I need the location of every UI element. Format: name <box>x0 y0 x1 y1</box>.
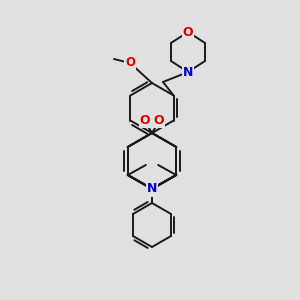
Text: O: O <box>140 114 150 128</box>
Text: O: O <box>125 56 135 70</box>
Text: N: N <box>147 182 157 196</box>
Text: N: N <box>183 65 193 79</box>
Text: O: O <box>183 26 193 38</box>
Text: O: O <box>154 114 164 128</box>
